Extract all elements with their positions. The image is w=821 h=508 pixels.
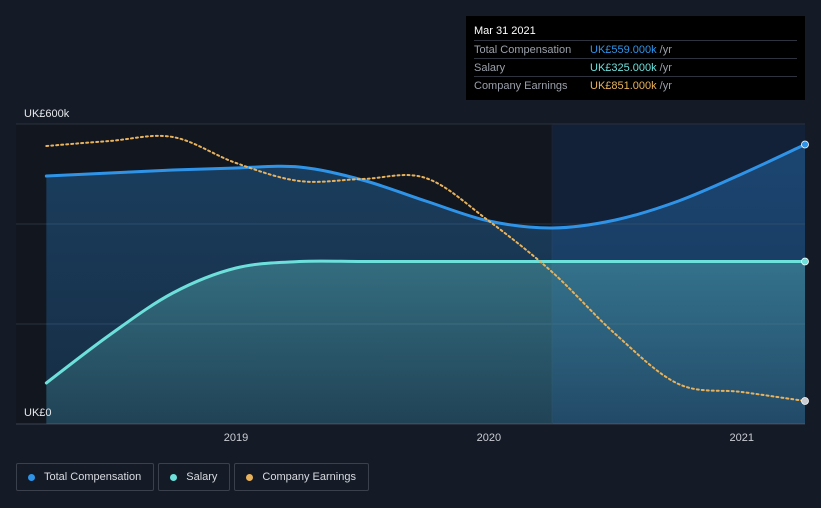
tooltip-row-earnings: Company Earnings UK£851.000k /yr [474,76,797,94]
y-axis-label-top: UK£600k [24,108,70,120]
x-tick-label: 2020 [477,432,501,444]
tooltip-unit: /yr [659,61,672,74]
y-axis-label-bottom: UK£0 [24,407,52,419]
legend-item-company-earnings[interactable]: Company Earnings [234,463,369,491]
tooltip-label: Total Compensation [474,43,572,56]
tooltip-unit: /yr [659,43,672,56]
tooltip-row-salary: Salary UK£325.000k /yr [474,58,797,76]
dot-icon [170,473,178,481]
tooltip-date: Mar 31 2021 [474,25,536,37]
x-tick-label: 2019 [224,432,248,444]
legend-label: Company Earnings [262,471,356,483]
tooltip-unit: /yr [659,79,672,92]
x-tick-label: 2021 [730,432,754,444]
tooltip-value: UK£851.000k [590,79,657,92]
tooltip-panel: Mar 31 2021 Total Compensation UK£559.00… [466,16,805,100]
area-salary [46,261,806,424]
tooltip-row-total: Total Compensation UK£559.000k /yr [474,40,797,58]
end-marker-earnings [801,397,809,405]
tooltip-label: Company Earnings [474,79,568,92]
tooltip-value: UK£325.000k [590,61,657,74]
legend: Total Compensation Salary Company Earnin… [16,463,369,491]
tooltip-value: UK£559.000k [590,43,657,56]
legend-item-total-compensation[interactable]: Total Compensation [16,463,155,491]
axis-labels: UK£600k UK£0 2019 2020 2021 [24,108,754,444]
line-earnings [45,134,806,402]
legend-label: Total Compensation [44,471,142,483]
end-marker-salary [801,257,809,266]
line-total [44,143,807,230]
end-marker-total [801,140,809,149]
dot-icon [246,473,254,481]
legend-label: Salary [186,471,218,483]
legend-item-salary[interactable]: Salary [158,463,231,491]
series-areas [46,144,806,424]
series-lines [44,134,807,402]
tooltip-label: Salary [474,61,506,74]
line-salary [44,259,807,385]
dot-icon [28,473,35,481]
end-markers [801,140,809,405]
